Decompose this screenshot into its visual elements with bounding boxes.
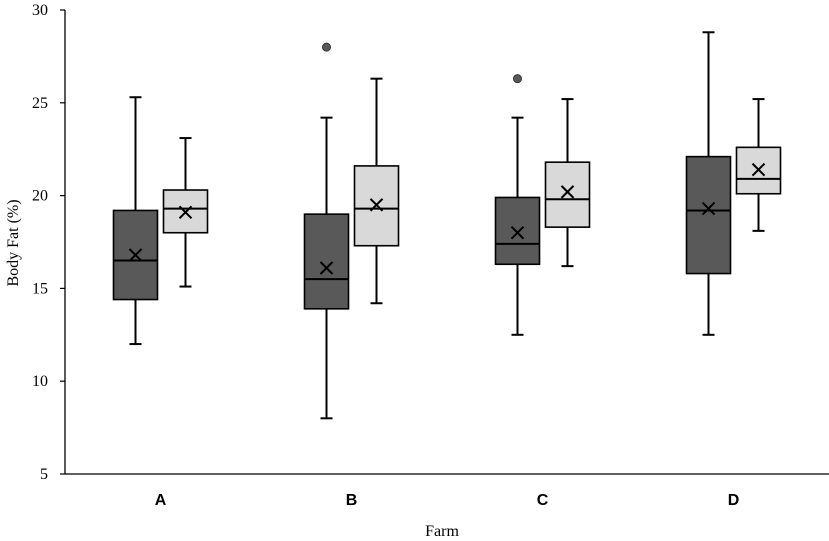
- x-category-label: C: [537, 492, 549, 509]
- box-group: [353, 77, 400, 305]
- x-category-label: B: [346, 492, 358, 509]
- x-axis: A B C D: [65, 473, 829, 509]
- y-axis: 5 10 15 20 25 30: [32, 2, 66, 483]
- y-tick-label: 30: [32, 2, 48, 19]
- mean-marker: [701, 201, 716, 216]
- y-tick-label: 5: [40, 466, 48, 483]
- box-group: [303, 42, 350, 420]
- box-iqr: [685, 155, 732, 275]
- box-group: [494, 74, 541, 336]
- box-group: [162, 137, 209, 288]
- x-category-label: D: [728, 492, 740, 509]
- y-axis-title: Body Fat (%): [5, 199, 22, 286]
- outlier-point: [513, 74, 522, 84]
- y-tick-label: 20: [32, 188, 48, 205]
- box-iqr: [303, 213, 350, 310]
- mean-marker: [560, 185, 575, 199]
- box-group: [735, 98, 782, 232]
- box-iqr: [494, 196, 541, 266]
- box-group: [112, 96, 159, 346]
- mean-marker: [751, 162, 766, 177]
- mean-marker: [510, 226, 525, 240]
- mean-marker: [128, 248, 143, 262]
- x-axis-title: Farm: [425, 523, 459, 540]
- y-tick-label: 10: [32, 373, 48, 390]
- box-iqr: [544, 161, 591, 228]
- mean-marker: [178, 205, 193, 220]
- mean-marker: [369, 198, 384, 212]
- y-tick-label: 25: [32, 95, 48, 112]
- x-category-label: A: [155, 492, 167, 509]
- plot-area: [112, 31, 782, 420]
- box-group: [685, 31, 732, 336]
- outlier-point: [322, 42, 331, 52]
- y-tick-label: 15: [32, 280, 48, 297]
- mean-marker: [319, 261, 334, 275]
- box-group: [544, 98, 591, 268]
